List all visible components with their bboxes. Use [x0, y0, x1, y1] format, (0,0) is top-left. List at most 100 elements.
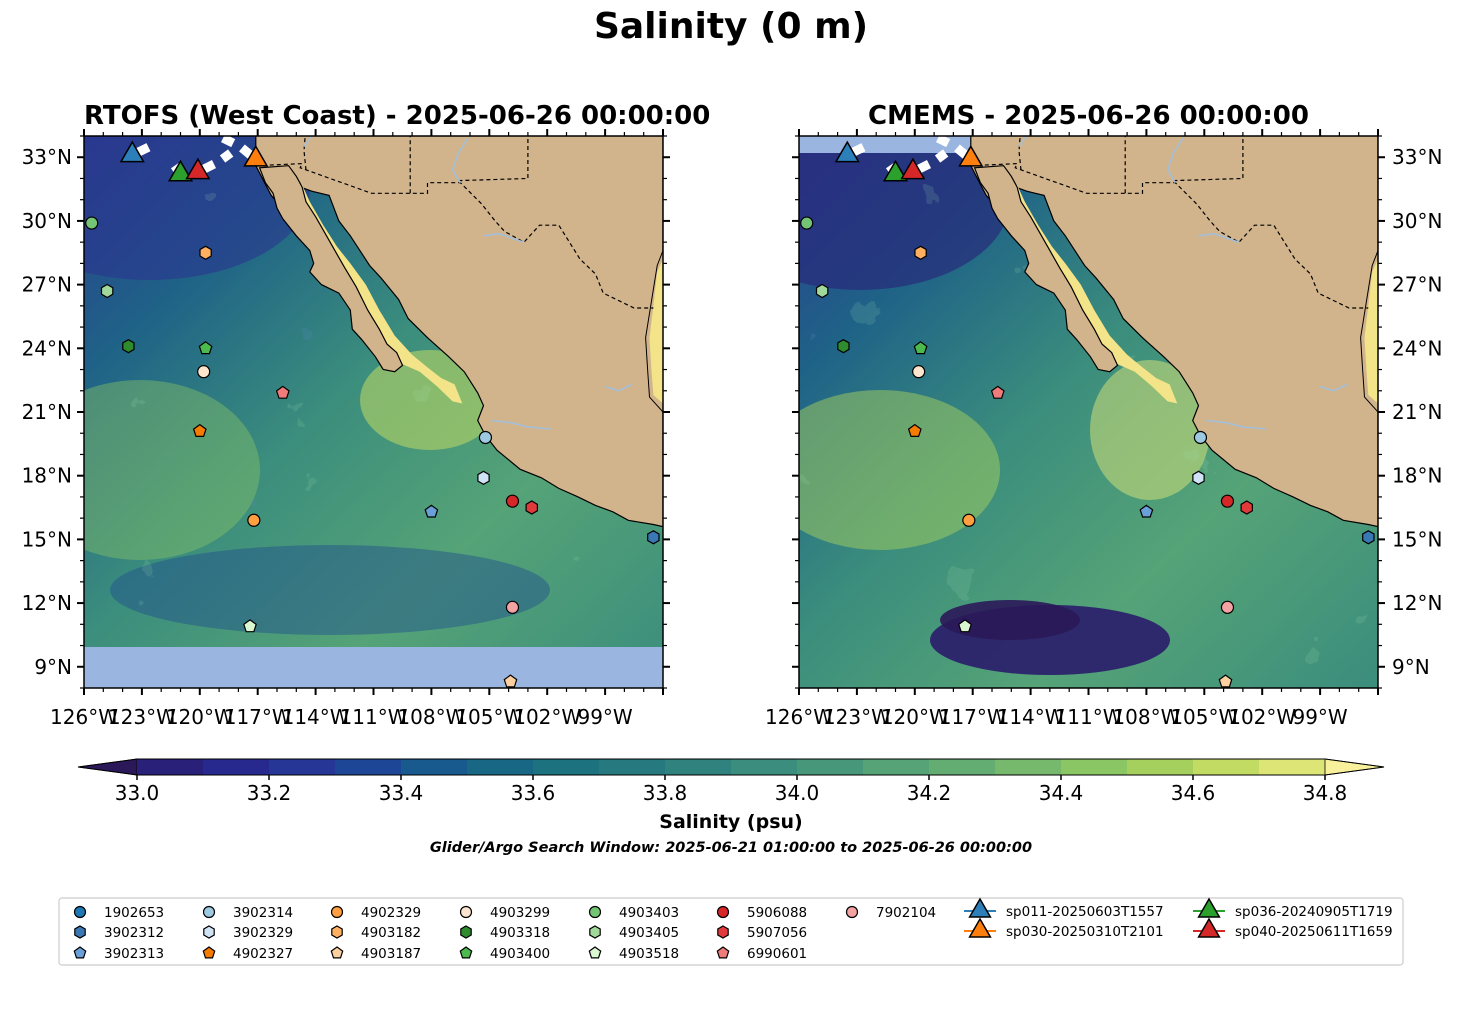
glider-marker [958, 144, 984, 167]
legend-label: 4903318 [490, 925, 550, 941]
argo-float-marker [243, 619, 257, 633]
lat-tick-label: 21°N [22, 400, 72, 424]
lon-tick-label: 108°W [1112, 705, 1180, 729]
argo-float-marker [1220, 494, 1235, 508]
legend-marker-7902104 [845, 905, 859, 919]
argo-float-marker [100, 283, 114, 299]
argo-float-marker [477, 470, 490, 485]
lat-tick-label: 12°N [22, 591, 72, 615]
glider-marker [900, 157, 926, 180]
lat-tick-label: 18°N [1392, 464, 1442, 488]
argo-float-marker [505, 600, 520, 614]
lon-tick-label: 102°W [1228, 705, 1296, 729]
lon-tick-label: 114°W [282, 705, 350, 729]
legend-glider-sp030-20250310T2101 [968, 917, 992, 938]
legend-label: sp040-20250611T1659 [1235, 924, 1393, 940]
colorbar-segment [1061, 759, 1128, 775]
glider-marker [119, 140, 145, 163]
lon-tick-label: 111°W [340, 705, 408, 729]
legend-label: 3902312 [104, 925, 164, 941]
colorbar-segment [137, 759, 204, 775]
argo-float-marker [914, 245, 927, 260]
overlay-rtofs [85, 136, 660, 688]
legend-label: 4903187 [361, 946, 421, 962]
argo-float-marker [1240, 500, 1254, 515]
lat-tick-label: 27°N [1392, 273, 1442, 297]
legend-marker-5907056 [717, 925, 729, 939]
legend-marker-4902329 [330, 905, 344, 919]
legend-label: 4903403 [619, 905, 679, 921]
argo-float-marker [275, 385, 290, 399]
lon-tick-label: 120°W [166, 705, 234, 729]
colorbar-extend-low [77, 758, 138, 776]
argo-float-marker [192, 423, 207, 437]
legend-label: sp036-20240905T1719 [1235, 904, 1393, 920]
colorbar-extend-high [1324, 758, 1385, 776]
legend-marker-3902329 [203, 925, 215, 939]
legend-marker-4903405 [589, 925, 601, 939]
lon-tick-label: 99°W [577, 705, 632, 729]
lon-tick-label: 117°W [939, 705, 1007, 729]
argo-float-marker [1218, 674, 1233, 688]
legend-label: 5906088 [747, 905, 807, 921]
lon-tick-label: 117°W [224, 705, 292, 729]
argo-float-marker [990, 385, 1005, 399]
rivers [303, 136, 633, 430]
argo-float-marker [647, 530, 660, 545]
argo-float-marker [785, 223, 797, 235]
colorbar-tick-label: 34.8 [1303, 781, 1348, 805]
lon-tick-label: 99°W [1292, 705, 1347, 729]
legend-marker-4903518 [588, 946, 602, 959]
lat-tick-label: 27°N [22, 273, 72, 297]
colorbar-segment [665, 759, 732, 775]
glider-track [910, 149, 949, 177]
colorbar-segment [929, 759, 996, 775]
colorbar-segment [467, 759, 534, 775]
overlay-cmems [785, 136, 1375, 688]
legend-label: sp011-20250603T1557 [1006, 904, 1164, 920]
lon-tick-label: 105°W [455, 705, 523, 729]
lat-tick-label: 33°N [22, 145, 72, 169]
gulf-of-mexico-water [649, 259, 663, 404]
argo-float-marker [85, 216, 99, 230]
panel-rtofs [84, 136, 663, 688]
lon-tick-label: 108°W [397, 705, 465, 729]
lon-tick-label: 111°W [1055, 705, 1123, 729]
lat-tick-label: 30°N [22, 209, 72, 233]
legend-label: 1902653 [104, 905, 164, 921]
legend-label: 4903400 [490, 946, 550, 962]
argo-float-marker [912, 365, 926, 379]
colorbar-tick-label: 34.6 [1171, 781, 1216, 805]
argo-float-marker [815, 283, 829, 299]
glider-marker [185, 157, 211, 180]
legend-label: 4903182 [361, 925, 421, 941]
legend-marker-3902312 [74, 925, 86, 939]
legend-marker-4902327 [202, 946, 216, 959]
colorbar-segment [731, 759, 798, 775]
lon-tick-label: 126°W [765, 705, 833, 729]
glider-marker [834, 140, 860, 163]
argo-float-marker [247, 513, 261, 527]
lon-tick-label: 126°W [50, 705, 118, 729]
colorbar-segment [203, 759, 270, 775]
colorbar-segment [995, 759, 1062, 775]
gulf-of-mexico-water [1364, 259, 1378, 404]
argo-float-marker [198, 341, 213, 355]
colorbar-segment [599, 759, 666, 775]
colorbar-tick-label: 34.2 [907, 781, 952, 805]
legend-marker-4903400 [459, 946, 473, 959]
gulf-of-california [292, 182, 463, 404]
colorbar-segment [863, 759, 930, 775]
colorbar-segment [1193, 759, 1260, 775]
legend: 1902653 3902312 3902313 3902314 3902329 49023… [58, 897, 1404, 966]
legend-marker-5906088 [716, 905, 730, 919]
lon-tick-label: 123°W [823, 705, 891, 729]
argo-float-marker [800, 216, 814, 230]
legend-label: 4903299 [490, 905, 550, 921]
legend-marker-4903187 [330, 946, 344, 959]
lat-tick-label: 18°N [22, 464, 72, 488]
lat-tick-label: 12°N [1392, 591, 1442, 615]
argo-float-marker [505, 494, 520, 508]
lat-tick-label: 15°N [22, 527, 72, 551]
